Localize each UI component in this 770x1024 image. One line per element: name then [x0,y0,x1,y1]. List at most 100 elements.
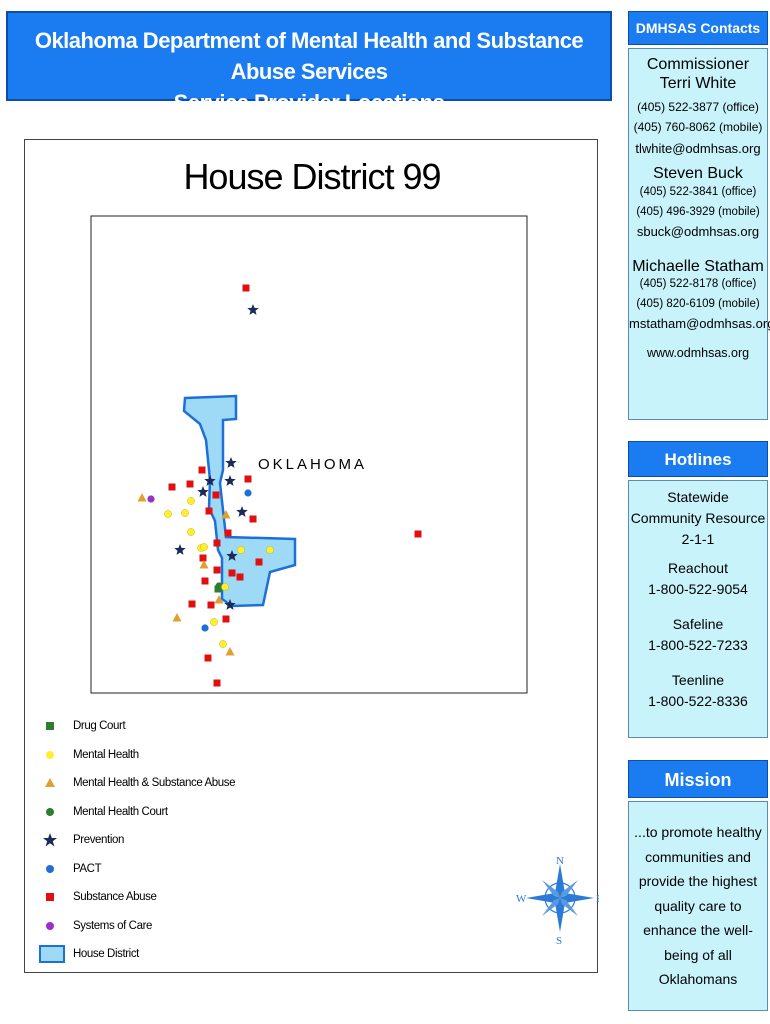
substance-abuse-marker [255,558,263,566]
substance-abuse-marker [224,529,232,537]
mh-court-icon [46,807,54,816]
prevention-marker [224,475,236,486]
substance-abuse-marker [168,483,176,491]
mh-sa-marker [225,647,235,656]
prevention-marker [225,457,237,468]
substance-abuse-marker [242,284,250,292]
mental-health-marker [221,583,229,591]
teenline-label: Teenline [671,672,725,688]
legend-mh-court: Mental Health Court [39,798,235,827]
teenline-number: 1-800-522-8336 [648,693,748,709]
substance-abuse-marker [188,600,196,608]
substance-abuse-marker [414,530,422,538]
prevention-marker [204,475,216,486]
commissioner-office-phone: (405) 522-3877 (office) [637,100,759,114]
mental-health-marker [237,546,245,554]
mission-line: communities and [645,848,751,865]
substance-abuse-marker [213,679,221,687]
safeline-number: 1-800-522-7233 [648,637,748,653]
mh-sa-marker [221,510,231,519]
drug-court-icon [46,722,54,731]
hotlines-panel: Statewide Community Resource 2-1-1 Reach… [628,480,768,738]
substance-abuse-marker [205,507,213,515]
systems-of-care-marker [147,495,155,503]
page-header: Oklahoma Department of Mental Health and… [6,11,612,115]
legend-prevention: Prevention [39,826,235,855]
substance-abuse-marker [207,601,215,609]
mh-sa-marker [172,613,182,622]
reachout-number: 1-800-522-9054 [648,581,748,597]
mission-line: Oklahomans [658,971,738,987]
header-subtitle: Service Provider Locations [173,90,445,115]
substance-abuse-marker [204,654,212,662]
mental-health-marker [187,528,195,536]
map-frame: House District 99 OKLAHOMA N S W E D [24,139,599,973]
mental-health-marker [266,546,274,554]
substance-abuse-marker [222,615,230,623]
prevention-marker [226,550,238,561]
mission-heading: Mission [628,760,768,798]
mh-sa-icon [45,778,55,788]
contacts-panel: Commissioner Terri White (405) 522-3877 … [628,48,770,420]
reachout-label: Reachout [668,560,728,576]
prevention-marker [236,506,248,517]
legend-substance-abuse: Substance Abuse [39,883,235,912]
mission-line: ...to promote healthy [634,824,762,840]
mission-panel: ...to promote healthy communities and pr… [628,801,768,1011]
compass-rose: N S W E [516,855,599,947]
mission-line: being of all [664,946,732,963]
statewide-label-2: Community Resource [630,510,766,526]
map-title: House District 99 [183,156,441,197]
substance-abuse-marker [199,554,207,562]
commissioner-email: tlwhite@odmhsas.org [635,141,761,156]
drug-court-marker [214,585,222,593]
buck-email: sbuck@odmhsas.org [636,224,760,239]
mental-health-marker [210,618,218,626]
statham-office-phone: (405) 522-8178 (office) [639,278,757,290]
mission-line: enhance the well- [643,922,753,938]
prevention-marker [197,486,209,497]
mental-health-icon [46,750,54,759]
statewide-label-1: Statewide [667,489,729,505]
legend-systems-of-care: Systems of Care [39,912,235,941]
prevention-marker [174,544,186,555]
statham-mobile-phone: (405) 820-6109 (mobile) [636,298,760,310]
compass-w: W [516,893,527,905]
legend-house-district: House District [39,940,235,969]
compass-e: E [596,893,599,905]
mental-health-marker [219,640,227,648]
prevention-marker [247,304,259,315]
map-legend: Drug Court Mental Health Mental Health &… [39,712,236,969]
legend-drug-court: Drug Court [39,712,235,741]
house-district-swatch-icon [39,945,65,964]
mental-health-marker [181,509,189,517]
mental-health-marker [200,543,208,551]
mental-health-marker [164,510,172,518]
compass-s: S [556,935,562,947]
pact-marker [201,624,209,632]
substance-abuse-marker [249,515,257,523]
mh-sa-marker [137,493,147,502]
mh-sa-marker [214,595,224,604]
website-link[interactable]: www.odmhsas.org [646,346,750,360]
substance-abuse-marker [198,466,206,474]
mission-line: provide the highest [638,873,758,889]
pact-marker [244,489,252,497]
substance-abuse-marker [213,566,221,574]
pact-icon [46,864,54,873]
substance-abuse-marker [212,491,220,499]
map-canvas: OKLAHOMA N S W E [90,215,599,947]
house-district-polygon [182,394,297,608]
substance-abuse-marker [201,577,209,585]
commissioner-mobile-phone: (405) 760-8062 (mobile) [633,120,763,134]
substance-abuse-marker [213,539,221,547]
mh-sa-marker [199,560,209,569]
commissioner-role: Commissioner [646,56,750,73]
prevention-star-icon [43,833,57,847]
buck-name: Steven Buck [653,165,743,182]
hotlines-heading: Hotlines [628,441,768,477]
mental-health-marker [187,497,195,505]
state-label: OKLAHOMA [258,456,367,473]
buck-office-phone: (405) 522-3841 (office) [639,186,757,198]
buck-mobile-phone: (405) 496-3929 (mobile) [636,206,760,218]
